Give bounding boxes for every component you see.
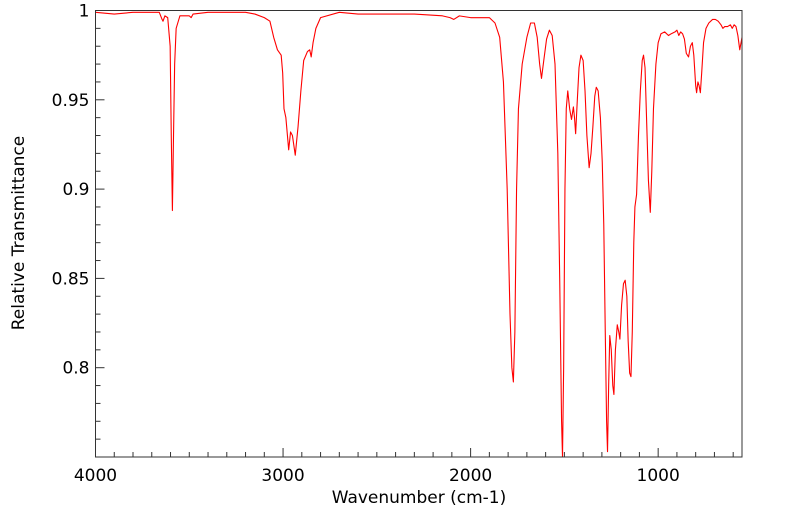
x-tick-label: 1000	[637, 466, 680, 486]
x-tick-label: 3000	[261, 466, 304, 486]
y-axis-label: Relative Transmittance	[9, 136, 29, 331]
x-axis-label: Wavenumber (cm-1)	[332, 488, 507, 508]
axis-tick-labels: 4000 3000 2000 1000 0.8 0.85 0.9 0.95 1	[52, 2, 680, 487]
spectrum-line	[95, 11, 743, 458]
y-tick-label: 0.9	[62, 180, 89, 200]
axis-ticks	[95, 10, 734, 457]
y-tick-label: 1	[79, 2, 90, 22]
x-tick-label: 4000	[74, 466, 117, 486]
x-tick-label: 2000	[449, 466, 492, 486]
plot-frame	[95, 10, 743, 458]
y-tick-label: 0.85	[52, 269, 90, 289]
y-tick-label: 0.95	[52, 91, 90, 111]
y-tick-label: 0.8	[62, 359, 89, 379]
